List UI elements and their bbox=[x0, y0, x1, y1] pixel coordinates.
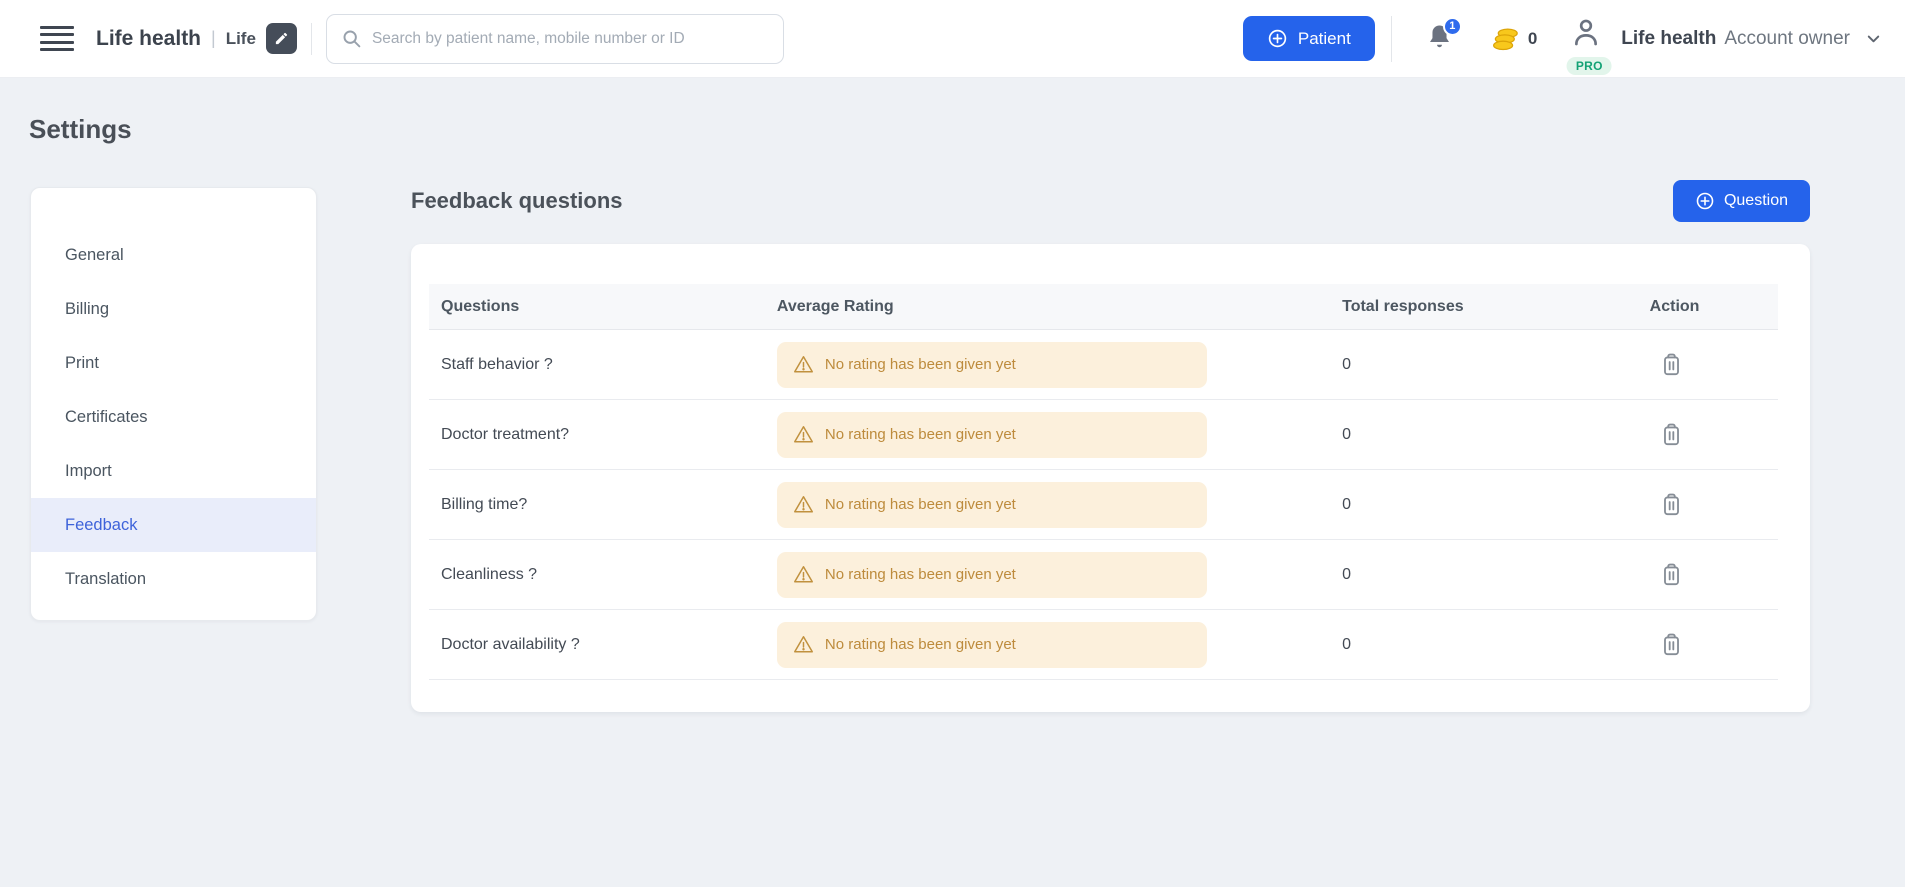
settings-sidebar: General Billing Print Certificates Impor… bbox=[30, 187, 317, 621]
rating-status-text: No rating has been given yet bbox=[824, 426, 1016, 443]
chevron-down-icon bbox=[1864, 29, 1883, 48]
header-divider bbox=[1390, 15, 1392, 62]
plus-circle-icon bbox=[1268, 29, 1287, 48]
content-area: General Billing Print Certificates Impor… bbox=[0, 145, 1905, 712]
sidebar-item[interactable]: Print bbox=[31, 336, 316, 390]
delete-trash-icon bbox=[1663, 633, 1679, 656]
account-menu[interactable]: Life health Account owner bbox=[1621, 28, 1883, 50]
sidebar-item[interactable]: Feedback bbox=[31, 498, 316, 552]
table-header: Questions Average Rating Total responses… bbox=[429, 284, 1778, 330]
sidebar-item[interactable]: Translation bbox=[31, 552, 316, 606]
account-role: Account owner bbox=[1724, 27, 1850, 49]
total-responses-value: 0 bbox=[1342, 495, 1352, 513]
question-text: Doctor treatment? bbox=[441, 425, 570, 443]
header-divider bbox=[310, 22, 312, 55]
delete-trash-icon bbox=[1663, 353, 1679, 376]
add-patient-button[interactable]: Patient bbox=[1242, 16, 1375, 61]
patient-search bbox=[325, 13, 784, 64]
add-question-label: Question bbox=[1723, 192, 1788, 209]
search-input[interactable] bbox=[371, 29, 769, 48]
warning-triangle-icon bbox=[793, 426, 813, 443]
delete-trash-icon bbox=[1663, 493, 1679, 516]
user-avatar-icon bbox=[1575, 19, 1598, 45]
plus-circle-icon bbox=[1696, 192, 1714, 210]
delete-trash-icon bbox=[1663, 563, 1679, 586]
column-header-total-responses: Total responses bbox=[1342, 297, 1464, 315]
credits-coins-icon bbox=[1492, 27, 1518, 50]
question-text: Billing time? bbox=[441, 495, 528, 513]
warning-triangle-icon bbox=[793, 636, 813, 653]
sidebar-item[interactable]: Import bbox=[31, 444, 316, 498]
notification-count-badge: 1 bbox=[1442, 16, 1462, 36]
avatar: PRO bbox=[1566, 15, 1612, 75]
total-responses-value: 0 bbox=[1342, 425, 1352, 443]
feedback-settings-panel: Feedback questions Question Questions Av… bbox=[411, 180, 1810, 712]
delete-question-button[interactable] bbox=[1660, 562, 1683, 587]
rating-status-chip: No rating has been given yet bbox=[776, 411, 1207, 458]
sidebar-item-label: Translation bbox=[65, 569, 147, 588]
clinic-branch-name: Life bbox=[225, 28, 256, 48]
edit-icon bbox=[275, 32, 288, 45]
table-row: Doctor availability ? No rating has been… bbox=[429, 610, 1778, 680]
sidebar-item-label: Feedback bbox=[65, 515, 138, 534]
rating-status-text: No rating has been given yet bbox=[824, 636, 1016, 653]
edit-clinic-button[interactable] bbox=[265, 23, 297, 54]
credits-count: 0 bbox=[1527, 28, 1538, 48]
feedback-questions-card: Questions Average Rating Total responses… bbox=[411, 244, 1810, 712]
total-responses-value: 0 bbox=[1342, 565, 1352, 583]
rating-status-text: No rating has been given yet bbox=[824, 496, 1016, 513]
clinic-title-block: Life health | Life bbox=[96, 23, 297, 54]
question-text: Doctor availability ? bbox=[441, 635, 580, 653]
question-text: Staff behavior ? bbox=[441, 355, 553, 373]
total-responses-value: 0 bbox=[1342, 355, 1352, 373]
credits-button[interactable]: 0 bbox=[1491, 25, 1537, 53]
sidebar-item[interactable]: General bbox=[31, 228, 316, 282]
table-row: Cleanliness ? No rating has been given y… bbox=[429, 540, 1778, 610]
sidebar-item-label: Certificates bbox=[65, 407, 148, 426]
rating-status-chip: No rating has been given yet bbox=[776, 341, 1207, 388]
warning-triangle-icon bbox=[793, 496, 813, 513]
account-name: Life health bbox=[1621, 27, 1717, 49]
sidebar-item-label: Billing bbox=[65, 299, 110, 318]
column-header-average-rating: Average Rating bbox=[776, 297, 894, 315]
rating-status-chip: No rating has been given yet bbox=[776, 481, 1207, 528]
question-text: Cleanliness ? bbox=[441, 565, 538, 583]
delete-trash-icon bbox=[1663, 423, 1679, 446]
column-header-action: Action bbox=[1649, 297, 1700, 315]
total-responses-value: 0 bbox=[1342, 635, 1352, 653]
warning-triangle-icon bbox=[793, 356, 813, 373]
table-row: Staff behavior ? No rating has been give… bbox=[429, 330, 1778, 400]
sidebar-item-label: Print bbox=[65, 353, 99, 372]
delete-question-button[interactable] bbox=[1660, 492, 1683, 517]
sidebar-item-label: General bbox=[65, 245, 124, 264]
page-title: Settings bbox=[29, 114, 132, 144]
rating-status-text: No rating has been given yet bbox=[824, 356, 1016, 373]
header-right-group: Patient 1 0 PRO Life health Account owne… bbox=[1242, 9, 1883, 75]
column-header-questions: Questions bbox=[441, 297, 520, 315]
warning-triangle-icon bbox=[793, 566, 813, 583]
clinic-name: Life health bbox=[96, 26, 202, 50]
app-header: Life health | Life Patient 1 0 bbox=[0, 0, 1905, 78]
sidebar-item[interactable]: Certificates bbox=[31, 390, 316, 444]
patient-button-label: Patient bbox=[1297, 28, 1351, 48]
clinic-separator: | bbox=[211, 28, 216, 48]
delete-question-button[interactable] bbox=[1660, 632, 1683, 657]
rating-status-chip: No rating has been given yet bbox=[776, 621, 1207, 668]
search-icon bbox=[343, 30, 361, 48]
pro-badge: PRO bbox=[1566, 56, 1612, 75]
table-row: Billing time? No rating has been given y… bbox=[429, 470, 1778, 540]
sidebar-item[interactable]: Billing bbox=[31, 282, 316, 336]
rating-status-text: No rating has been given yet bbox=[824, 566, 1016, 583]
delete-question-button[interactable] bbox=[1660, 352, 1683, 377]
menu-icon[interactable] bbox=[40, 25, 74, 52]
section-header: Feedback questions Question bbox=[411, 180, 1810, 222]
delete-question-button[interactable] bbox=[1660, 422, 1683, 447]
section-title: Feedback questions bbox=[411, 188, 623, 213]
notifications-button[interactable]: 1 bbox=[1426, 16, 1462, 55]
sidebar-item-label: Import bbox=[65, 461, 112, 480]
add-question-button[interactable]: Question bbox=[1672, 180, 1810, 222]
table-row: Doctor treatment? No rating has been giv… bbox=[429, 400, 1778, 470]
rating-status-chip: No rating has been given yet bbox=[776, 551, 1207, 598]
